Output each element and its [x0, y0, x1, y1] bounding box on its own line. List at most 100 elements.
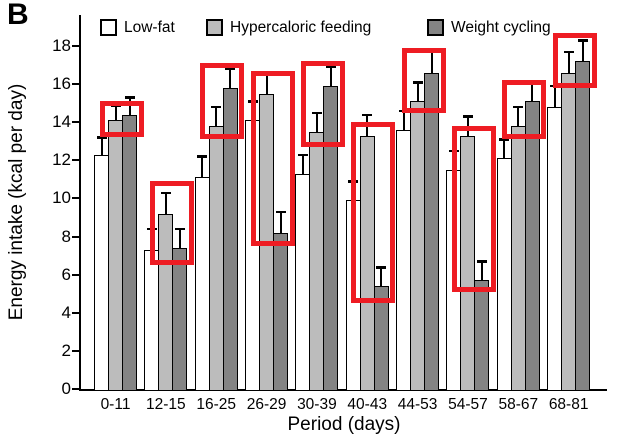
- y-tick: [72, 121, 79, 124]
- error-bar-line: [201, 156, 204, 179]
- error-bar-cap: [96, 136, 107, 139]
- legend-swatch-hypercaloric: [206, 19, 223, 36]
- y-tick-label: 8: [61, 226, 71, 246]
- legend-swatch-weight_cycling: [427, 19, 444, 36]
- y-tick-label: 4: [61, 302, 71, 322]
- y-tick: [72, 388, 79, 390]
- y-tick-label: 18: [52, 35, 71, 55]
- bar-hypercaloric-30-39: [309, 131, 325, 391]
- highlight-box-26-29: [250, 70, 295, 247]
- error-bar-cap: [362, 113, 373, 117]
- y-tick: [72, 83, 79, 86]
- bar-weight_cycling-68-81: [575, 61, 591, 391]
- highlight-box-68-81: [552, 32, 597, 88]
- error-bar-line: [100, 137, 103, 156]
- error-bar-cap: [275, 210, 286, 214]
- y-tick-label: 10: [52, 188, 71, 208]
- x-axis-line: [79, 389, 607, 391]
- error-bar-line: [531, 82, 534, 103]
- error-bar-line: [380, 267, 383, 288]
- error-bar-line: [416, 82, 419, 103]
- error-bar-cap: [563, 50, 574, 54]
- bar-weight_cycling-44-53: [424, 72, 440, 391]
- error-bar-line: [567, 51, 570, 74]
- x-category-label: 54-57: [448, 396, 488, 413]
- x-category-label: 0-11: [100, 396, 131, 413]
- error-bar-cap: [513, 105, 524, 109]
- bar-low_fat-58-67: [496, 158, 512, 391]
- x-category-label: 26-29: [246, 396, 287, 413]
- bar-hypercaloric-0-11: [108, 120, 123, 391]
- bar-weight_cycling-0-11: [122, 114, 137, 391]
- highlight-box-58-67: [502, 80, 547, 140]
- error-bar-line: [430, 51, 433, 74]
- error-bar-line: [581, 40, 584, 63]
- error-bar-line: [315, 112, 318, 133]
- bar-hypercaloric-68-81: [561, 72, 577, 391]
- legend-label: Low-fat: [124, 18, 175, 36]
- error-bar-line: [503, 139, 506, 160]
- y-tick: [72, 235, 79, 238]
- bar-weight_cycling-12-15: [172, 247, 188, 391]
- x-category-label: 30-39: [297, 396, 337, 413]
- y-tick-label: 2: [61, 340, 71, 360]
- bar-weight_cycling-58-67: [524, 101, 540, 391]
- x-category-label: 16-25: [196, 396, 237, 413]
- x-axis-title: Period (days): [287, 414, 401, 435]
- x-category-label: 44-53: [397, 396, 438, 413]
- y-tick: [72, 311, 79, 314]
- bar-low_fat-0-11: [94, 154, 109, 391]
- bar-low_fat-44-53: [396, 129, 412, 391]
- y-tick: [72, 44, 79, 47]
- error-bar-cap: [499, 138, 510, 141]
- y-tick-label: 6: [61, 264, 71, 284]
- error-bar-cap: [211, 105, 222, 109]
- panel-label: B: [7, 0, 29, 31]
- error-bar-cap: [174, 227, 185, 231]
- x-category-label: 58-67: [498, 396, 539, 413]
- highlight-box-16-25: [200, 63, 245, 140]
- bar-low_fat-68-81: [547, 106, 563, 391]
- error-bar-cap: [160, 191, 171, 195]
- legend-label: Hypercaloric feeding: [230, 18, 372, 36]
- error-bar-cap: [376, 266, 387, 269]
- error-bar-line: [279, 211, 282, 234]
- legend-label: Weight cycling: [451, 18, 551, 36]
- y-tick-label: 14: [52, 112, 71, 132]
- error-bar-line: [301, 154, 304, 175]
- error-bar-line: [128, 97, 131, 116]
- highlight-box-0-11: [99, 101, 144, 138]
- error-bar-cap: [462, 115, 473, 118]
- error-bar-cap: [476, 260, 487, 263]
- error-bar-line: [178, 228, 181, 249]
- y-tick: [72, 273, 79, 276]
- highlight-box-54-57: [451, 125, 496, 292]
- highlight-box-44-53: [401, 47, 446, 113]
- y-tick-label: 16: [52, 74, 71, 94]
- error-bar-line: [164, 192, 167, 215]
- bar-low_fat-12-15: [144, 249, 160, 391]
- error-bar-line: [517, 106, 520, 127]
- error-bar-cap: [197, 155, 208, 158]
- legend-item-hypercaloric: Hypercaloric feeding: [206, 19, 371, 36]
- error-bar-line: [229, 68, 232, 89]
- bar-hypercaloric-16-25: [208, 125, 224, 391]
- error-bar-line: [215, 106, 218, 127]
- error-bar-cap: [311, 111, 322, 115]
- error-bar-cap: [325, 65, 336, 69]
- legend-item-low_fat: Low-fat: [100, 19, 175, 36]
- x-category-label: 12-15: [146, 396, 186, 413]
- bar-weight_cycling-54-57: [474, 280, 490, 391]
- y-tick-label: 12: [52, 150, 71, 170]
- bar-low_fat-30-39: [295, 173, 311, 391]
- error-bar-cap: [577, 39, 588, 42]
- error-bar-line: [553, 85, 556, 108]
- x-category-label: 68-81: [548, 396, 589, 413]
- error-bar-cap: [297, 153, 308, 157]
- y-tick: [72, 197, 79, 200]
- x-category-label: 40-43: [347, 396, 388, 413]
- legend-swatch-low_fat: [100, 19, 117, 36]
- error-bar-line: [329, 66, 332, 87]
